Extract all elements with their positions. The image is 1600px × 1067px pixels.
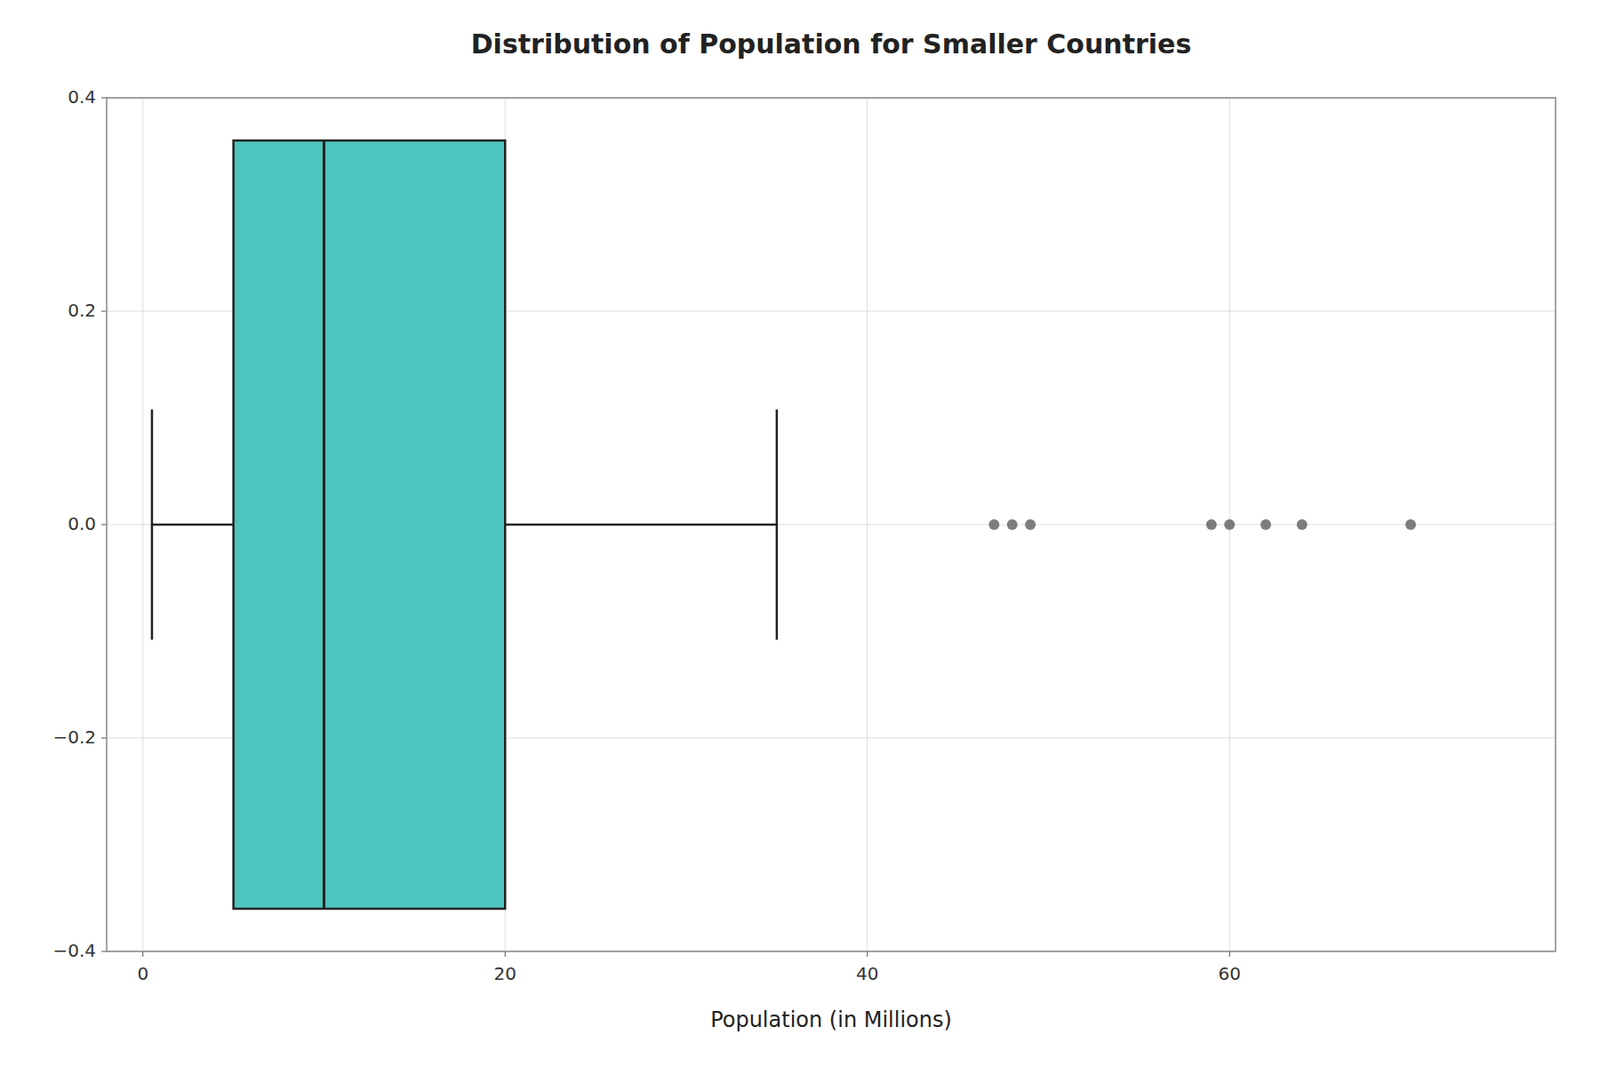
outlier — [1296, 519, 1308, 530]
plot-background — [106, 97, 1556, 952]
x-tick-label: 20 — [494, 962, 517, 984]
median — [322, 140, 326, 909]
grid — [106, 97, 1556, 952]
lower-whisker — [152, 523, 234, 527]
outlier — [1260, 519, 1272, 530]
y-tick — [101, 737, 107, 739]
plot-frame — [106, 97, 1556, 952]
upper-whisker — [504, 523, 777, 527]
y-tick — [101, 97, 107, 99]
x-tick-label: 40 — [856, 962, 879, 984]
y-tick-label: −0.4 — [52, 939, 96, 961]
x-tick-label: 0 — [136, 962, 149, 984]
x-tick — [504, 951, 506, 957]
y-tick — [101, 311, 107, 312]
axes: 0 20 40 60 −0.4 −0.2 0.0 0.2 0.4 — [52, 86, 1241, 985]
x-tick-label: 60 — [1218, 962, 1241, 984]
box — [233, 140, 506, 909]
title: Distribution of Population for Smaller C… — [471, 28, 1192, 60]
y-tick-label: 0.2 — [67, 299, 96, 321]
outlier — [1024, 519, 1036, 530]
outlier — [1224, 519, 1235, 530]
y-tick-label: 0.0 — [67, 512, 96, 535]
outlier — [1206, 519, 1217, 530]
x-tick — [1229, 951, 1231, 957]
y-tick — [101, 524, 107, 526]
x-tick — [142, 951, 144, 957]
lower-whisker-cap — [151, 408, 154, 640]
y-tick-label: −0.2 — [52, 726, 96, 748]
y-tick — [101, 951, 107, 952]
outlier — [1405, 519, 1416, 530]
upper-whisker-cap — [776, 408, 779, 640]
y-tick-label: 0.4 — [67, 86, 96, 108]
x-axis-label: Population (in Millions) — [710, 1007, 952, 1032]
marks — [152, 140, 1416, 909]
chart: 0 20 40 60 −0.4 −0.2 0.0 0.2 0.4 Distribution of … — [0, 0, 1600, 1067]
x-tick — [866, 951, 868, 957]
outlier — [988, 519, 1000, 530]
outlier — [1007, 519, 1018, 530]
